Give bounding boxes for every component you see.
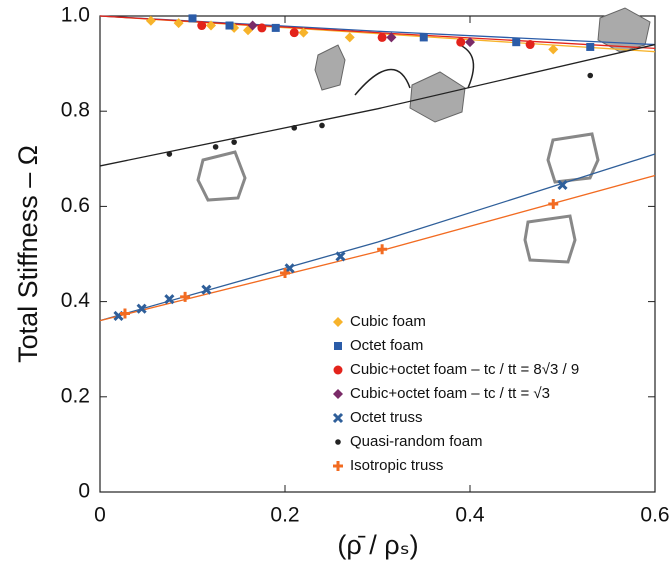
legend-marker [333, 389, 343, 399]
marker [165, 295, 173, 303]
marker [290, 28, 299, 37]
legend-text: Octet foam [350, 337, 423, 354]
marker [512, 38, 520, 46]
fit-line [100, 16, 655, 48]
marker [377, 244, 387, 254]
x-tick-label: 0.4 [455, 504, 485, 527]
legend-text: Cubic+octet foam – tc / tt = 8√3 / 9 [350, 361, 579, 378]
legend-text: Cubic foam [350, 313, 426, 330]
y-axis-label: Total Stiffness – Ω [13, 145, 43, 363]
marker [146, 16, 156, 26]
marker [586, 43, 594, 51]
marker [378, 33, 387, 42]
x-tick-label: 0.6 [640, 504, 669, 527]
marker [291, 125, 297, 131]
y-tick-label: 0.8 [61, 99, 90, 122]
legend-text: Isotropic truss [350, 457, 443, 474]
arrow [355, 70, 410, 95]
fit-line [100, 16, 655, 45]
legend-marker [334, 342, 342, 350]
icon-foam [198, 152, 245, 200]
marker [167, 151, 173, 157]
y-tick-label: 0.2 [61, 384, 90, 407]
x-tick-label: 0 [94, 504, 106, 527]
y-tick-label: 0.6 [61, 194, 90, 217]
marker [420, 33, 428, 41]
legend-marker [333, 317, 343, 327]
marker [226, 22, 234, 30]
x-axis-label: (ρ̄ / ρₛ) [337, 530, 418, 560]
marker [197, 21, 206, 30]
y-tick-label: 0 [78, 480, 90, 503]
lattice-icons [198, 8, 650, 262]
legend-text: Octet truss [350, 409, 423, 426]
marker [272, 24, 280, 32]
marker [319, 123, 325, 129]
icon-plate [315, 45, 345, 90]
chart: (ρ̄ / ρₛ) Total Stiffness – Ω 0 0.2 0.4 0.6… [0, 0, 672, 567]
marker [345, 32, 355, 42]
marker [587, 73, 593, 79]
arrow [460, 45, 473, 88]
marker [548, 199, 558, 209]
marker [189, 14, 197, 22]
icon-iso-truss [525, 216, 575, 262]
y-tick-label: 1.0 [61, 4, 90, 27]
legend-marker [333, 461, 343, 471]
legend: Cubic foam Octet foam Cubic+octet foam – t… [333, 313, 579, 474]
legend-text: Quasi-random foam [350, 433, 483, 450]
marker [337, 252, 345, 260]
legend-marker [335, 439, 341, 445]
marker [456, 38, 465, 47]
x-tick-label: 0.2 [270, 504, 299, 527]
legend-marker [334, 366, 343, 375]
icon-octet [410, 72, 465, 122]
marker [257, 23, 266, 32]
legend-text: Cubic+octet foam – tc / tt = √3 [350, 385, 550, 402]
y-tick-label: 0.4 [61, 289, 91, 312]
marker [213, 144, 219, 150]
marker [526, 40, 535, 49]
legend-marker [334, 414, 342, 422]
marker [231, 139, 237, 145]
fit-line [100, 45, 655, 166]
